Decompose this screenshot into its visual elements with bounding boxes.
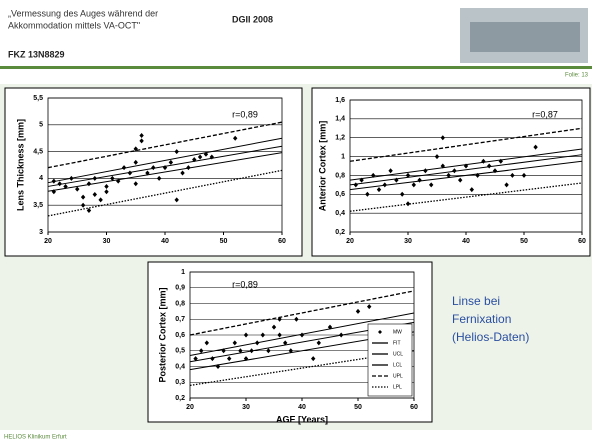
y-tick-label: 0,4 <box>335 210 345 217</box>
y-axis-label: Posterior Cortex [mm] <box>157 287 167 382</box>
y-tick-label: 0,7 <box>175 316 185 323</box>
y-tick-label: 1 <box>341 153 345 160</box>
y-tick-label: 4 <box>39 175 43 182</box>
x-tick-label: 20 <box>346 238 354 245</box>
legend-label: UPL <box>393 373 403 379</box>
y-tick-label: 0,8 <box>175 300 185 307</box>
x-tick-label: 60 <box>278 238 286 245</box>
header-rule <box>0 66 592 69</box>
y-tick-label: 4,5 <box>33 148 43 155</box>
title-line: „Vermessung des Auges während der <box>8 8 158 18</box>
y-tick-label: 1,4 <box>335 116 345 123</box>
y-tick-label: 0,2 <box>175 395 185 402</box>
y-tick-label: 5,5 <box>33 95 43 102</box>
side-text: (Helios-Daten) <box>452 330 529 344</box>
slide: „Vermessung des Auges während der Akkomm… <box>0 0 592 444</box>
title-line: Akkommodation mittels VA-OCT" <box>8 20 140 30</box>
legend-label: MW <box>393 329 402 335</box>
x-tick-label: 30 <box>103 238 111 245</box>
x-tick-label: 40 <box>161 238 169 245</box>
y-tick-label: 1,6 <box>335 97 345 104</box>
annotation: r=0,87 <box>532 109 558 119</box>
x-tick-label: 60 <box>410 404 418 411</box>
legend-label: LCL <box>393 362 402 368</box>
x-tick-label: 40 <box>462 238 470 245</box>
y-tick-label: 0,3 <box>175 379 185 386</box>
y-tick-label: 0,8 <box>335 172 345 179</box>
slide-number: Folie: 13 <box>565 73 589 79</box>
y-tick-label: 0,4 <box>175 363 185 370</box>
x-tick-label: 20 <box>44 238 52 245</box>
y-axis-label: Lens Thickness [mm] <box>15 119 25 211</box>
x-tick-label: 60 <box>578 238 586 245</box>
x-axis-label: AGE [Years] <box>276 414 328 424</box>
annotation: r=0,89 <box>232 109 258 119</box>
x-tick-label: 30 <box>404 238 412 245</box>
y-tick-label: 0,6 <box>175 332 185 339</box>
y-tick-label: 5 <box>39 122 43 129</box>
x-tick-label: 40 <box>298 404 306 411</box>
y-tick-label: 3 <box>39 229 43 236</box>
legend-label: FIT <box>393 340 401 346</box>
x-tick-label: 30 <box>242 404 250 411</box>
slide-canvas: „Vermessung des Auges während der Akkomm… <box>0 0 592 444</box>
y-axis-label: Anterior Cortex [mm] <box>317 121 327 212</box>
y-tick-label: 1,2 <box>335 135 345 142</box>
y-tick-label: 0,6 <box>335 191 345 198</box>
x-tick-label: 50 <box>520 238 528 245</box>
footer-bg <box>0 430 592 444</box>
x-tick-label: 20 <box>186 404 194 411</box>
project: FKZ 13N8829 <box>8 49 65 59</box>
side-text: Linse bei <box>452 294 500 308</box>
y-tick-label: 0,9 <box>175 285 185 292</box>
y-tick-label: 0,5 <box>175 348 185 355</box>
legend-label: LPL <box>393 384 402 390</box>
footer: HELIOS Klinikum Erfurt <box>4 435 67 441</box>
y-tick-label: 3,5 <box>33 202 43 209</box>
y-tick-label: 0,2 <box>335 229 345 236</box>
legend-box <box>368 324 412 396</box>
side-text: Fernixation <box>452 312 511 326</box>
legend-label: UCL <box>393 351 403 357</box>
annotation: r=0,89 <box>232 279 258 289</box>
x-tick-label: 50 <box>220 238 228 245</box>
band <box>0 80 592 84</box>
x-tick-label: 50 <box>354 404 362 411</box>
building-image <box>470 22 580 52</box>
y-tick-label: 1 <box>181 269 185 276</box>
event: DGII 2008 <box>232 14 273 24</box>
